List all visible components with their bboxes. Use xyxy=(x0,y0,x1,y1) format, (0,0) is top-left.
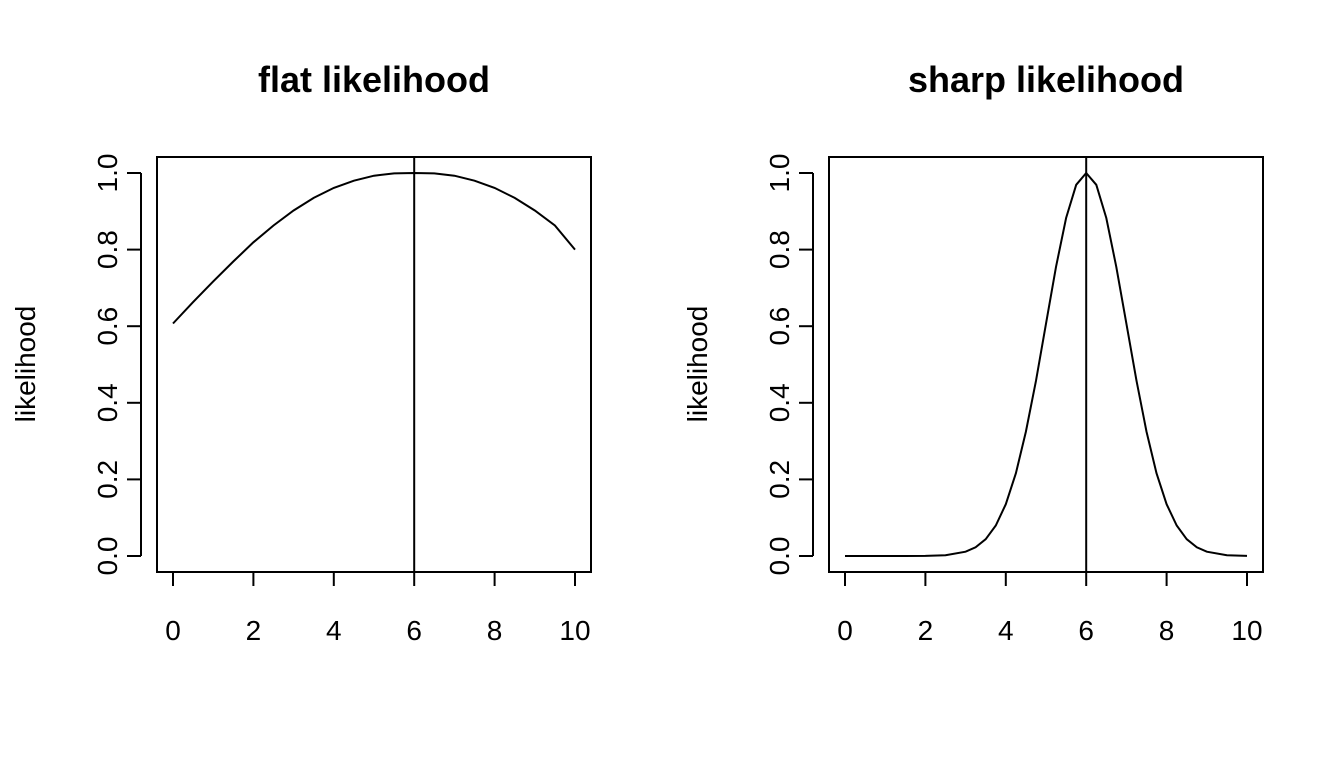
panel-sharp: sharp likelihood likelihood 0.0 0.2 0.4 0.6… xyxy=(682,59,1264,646)
plot-box xyxy=(156,156,592,573)
y-axis: 0.0 0.2 0.4 0.6 0.8 1.0 xyxy=(764,154,814,576)
y-axis-label: likelihood xyxy=(10,306,41,423)
y-axis: 0.0 0.2 0.4 0.6 0.8 1.0 xyxy=(92,154,142,576)
y-tick-label: 0.8 xyxy=(92,230,123,269)
likelihood-curve xyxy=(845,171,1248,557)
y-tick-label: 1.0 xyxy=(764,154,795,193)
panel-flat: flat likelihood likelihood 0.00.20.40.60… xyxy=(10,59,592,646)
x-tick-label: 0 xyxy=(837,615,853,646)
x-tick-label: 2 xyxy=(246,615,262,646)
y-tick-label: 0.4 xyxy=(92,383,123,422)
x-tick-label: 8 xyxy=(1159,615,1175,646)
x-tick-label: 0 xyxy=(165,615,181,646)
y-tick-label: 0.2 xyxy=(92,460,123,499)
x-tick-label: 6 xyxy=(406,615,422,646)
x-axis: 0 2 4 6 8 10 xyxy=(837,571,1263,646)
x-tick-label: 8 xyxy=(487,615,503,646)
x-tick-label: 10 xyxy=(1231,615,1262,646)
y-tick-label: 0.6 xyxy=(764,307,795,346)
plot-box xyxy=(828,156,1264,573)
x-tick-label: 10 xyxy=(559,615,590,646)
y-tick-label: 0.6 xyxy=(92,307,123,346)
y-tick-label: 0.0 xyxy=(92,537,123,576)
x-axis: 0 2 4 6 8 10 xyxy=(165,571,591,646)
x-tick-label: 2 xyxy=(918,615,934,646)
x-tick-label: 6 xyxy=(1078,615,1094,646)
y-tick-label: 0.8 xyxy=(764,230,795,269)
x-tick-label: 4 xyxy=(998,615,1014,646)
y-tick-label: 0.0 xyxy=(764,537,795,576)
y-axis-label: likelihood xyxy=(682,306,713,423)
y-tick-label: 1.0 xyxy=(92,154,123,193)
chart-title: sharp likelihood xyxy=(908,59,1184,100)
chart-title: flat likelihood xyxy=(258,59,490,100)
likelihood-curve xyxy=(172,171,576,325)
x-tick-label: 4 xyxy=(326,615,342,646)
y-tick-label: 0.2 xyxy=(764,460,795,499)
y-tick-label: 0.4 xyxy=(764,383,795,422)
